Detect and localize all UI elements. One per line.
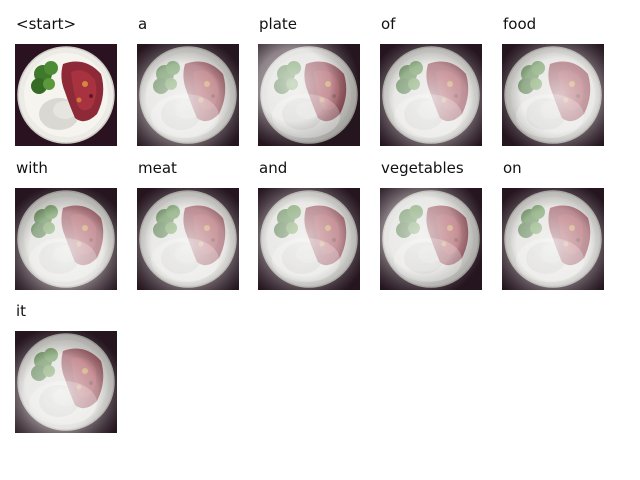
- attention-frame: with: [15, 159, 119, 291]
- attention-frame: food: [502, 15, 606, 147]
- food-image: [15, 44, 117, 146]
- attention-frame: a: [137, 15, 241, 147]
- attention-map-image: [502, 188, 604, 290]
- attention-frame: on: [502, 159, 606, 291]
- attention-frame: and: [258, 159, 362, 291]
- attention-map-image: [15, 188, 117, 290]
- caption-word: it: [16, 302, 27, 320]
- caption-word: on: [503, 159, 522, 177]
- attention-frame: meat: [137, 159, 241, 291]
- attention-map-image: [380, 188, 482, 290]
- attention-map-image: [380, 44, 482, 146]
- attention-frame: vegetables: [380, 159, 484, 291]
- caption-word: meat: [138, 159, 177, 177]
- caption-word: <start>: [16, 15, 77, 33]
- caption-word: vegetables: [381, 159, 464, 177]
- caption-word: of: [381, 15, 396, 33]
- attention-map-image: [137, 188, 239, 290]
- attention-map-image: [258, 44, 360, 146]
- caption-word: with: [16, 159, 48, 177]
- attention-frame: <start>: [15, 15, 119, 147]
- caption-word: food: [503, 15, 537, 33]
- attention-map-image: [15, 331, 117, 433]
- attention-map-image: [502, 44, 604, 146]
- caption-word: and: [259, 159, 288, 177]
- attention-frame: it: [15, 302, 119, 434]
- attention-map-image: [258, 188, 360, 290]
- caption-word: a: [138, 15, 148, 33]
- caption-word: plate: [259, 15, 297, 33]
- attention-frame: of: [380, 15, 484, 147]
- attention-frame: plate: [258, 15, 362, 147]
- attention-map-image: [137, 44, 239, 146]
